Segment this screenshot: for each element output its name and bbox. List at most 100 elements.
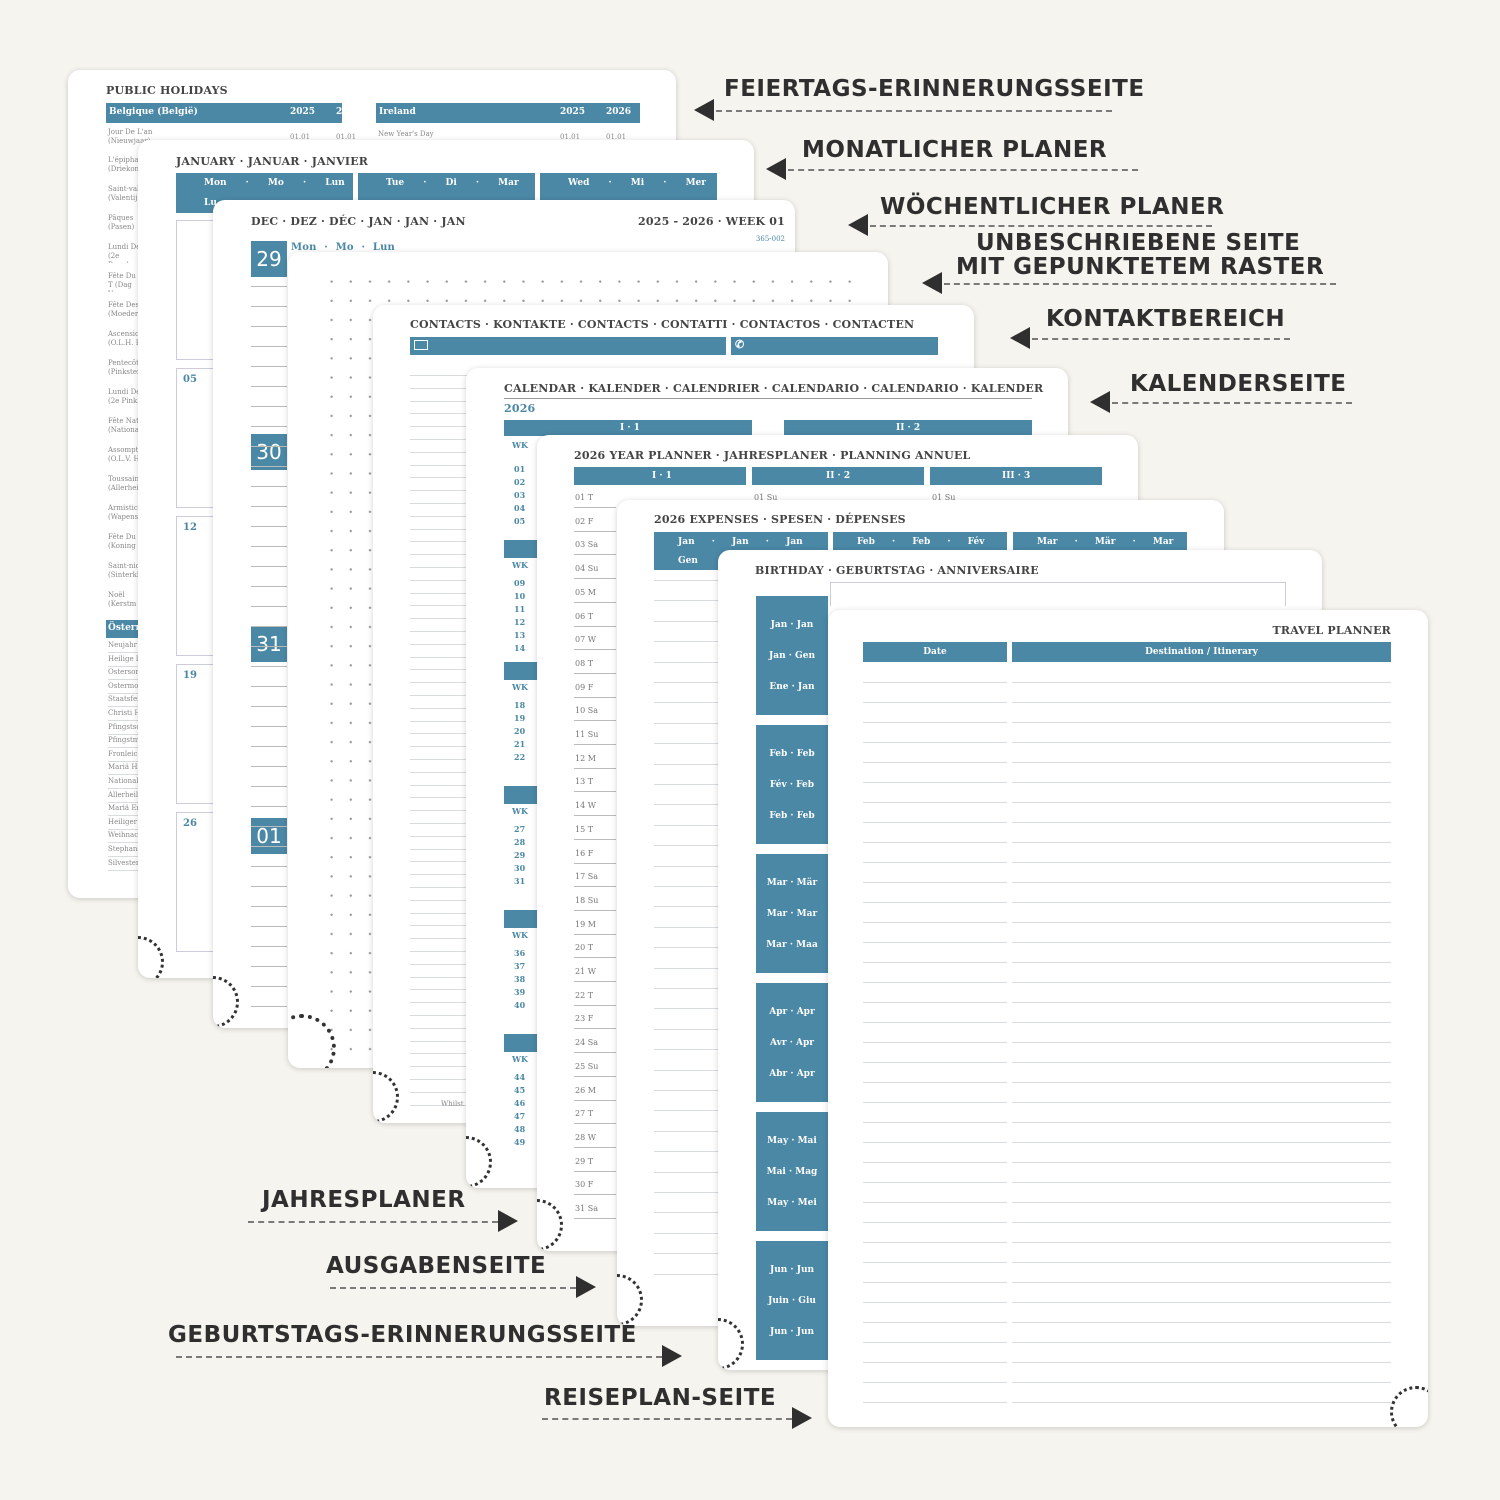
contact-line: [410, 707, 470, 709]
weekly-line: [251, 706, 287, 707]
travel-date-line: [863, 1142, 1007, 1143]
calendar-week-number: 47: [514, 1111, 526, 1121]
phone-icon: ✆: [735, 338, 745, 351]
yearplanner-row-line: [574, 886, 616, 888]
travel-dest-line: [1012, 1282, 1391, 1283]
yearplanner-row-line: [574, 625, 616, 627]
contact-line: [410, 618, 470, 620]
birthday-month-label: Jun · Jun: [769, 1265, 815, 1275]
calendar-wk-label: WK: [512, 440, 528, 450]
label-year-planner: JAHRESPLANER: [262, 1187, 466, 1213]
weekly-line: [251, 1006, 287, 1007]
yearplanner-day: 20 T: [575, 943, 594, 953]
yearplanner-day: 07 W: [575, 635, 596, 645]
holiday-name: Lundi De (2e Pink: [108, 388, 141, 405]
calendar-week-number: 27: [514, 824, 526, 834]
label-underline: [542, 1418, 792, 1420]
yearplanner-row-line: [574, 815, 616, 817]
label-underline: [330, 1287, 576, 1289]
birthday-month-label: Jun · Jun: [769, 1327, 815, 1337]
calendar-week-number: 21: [514, 739, 526, 749]
calendar-week-number: 45: [514, 1085, 526, 1095]
yearplanner-col-1: I · 1: [574, 467, 746, 485]
travel-date-line: [863, 1342, 1007, 1343]
contact-line: [410, 1091, 470, 1093]
yearplanner-row-line: [574, 601, 616, 603]
contact-line: [410, 887, 470, 888]
contact-line: [410, 605, 470, 607]
yearplanner-col-3-label: III · 3: [1002, 471, 1031, 481]
travel-date-line: [863, 1322, 1007, 1323]
monthly-week-26: 26: [183, 818, 197, 829]
expense-line: [654, 886, 718, 887]
weekly-line: [251, 286, 287, 287]
contact-line: [410, 874, 470, 876]
contact-line: [410, 695, 470, 696]
holiday-date-2026-left: 01.01: [336, 133, 357, 141]
yearplanner-row-line: [574, 838, 616, 840]
holiday-name: Ascensio (O.L.H. H: [108, 330, 142, 347]
birthday-month-label: Juin · Giu: [768, 1296, 816, 1306]
travel-dest-line: [1012, 1122, 1391, 1123]
expense-line: [654, 620, 718, 622]
weekly-line: [251, 606, 287, 607]
yearplanner-day: 05 M: [575, 587, 596, 597]
travel-dest-line: [1012, 1082, 1391, 1083]
travel-date-line: [863, 1402, 1007, 1403]
travel-date-line: [863, 1122, 1007, 1123]
yearplanner-day: 27 T: [575, 1109, 594, 1119]
travel-dest-line: [1012, 782, 1391, 783]
birthday-month-label: May · Mai: [767, 1136, 817, 1146]
birthday-month-block: Jun · Jun Juin · Giu Jun · Jun: [756, 1241, 828, 1360]
arrow-right-icon: [662, 1345, 682, 1367]
birthday-month-label: Mar · Maa: [766, 940, 818, 950]
label-underline: [788, 169, 1138, 171]
contact-line: [410, 579, 470, 581]
weekly-line: [251, 946, 287, 947]
travel-dest-line: [1012, 1162, 1391, 1163]
calendar-week-number: 49: [514, 1137, 526, 1147]
birthday-title: BIRTHDAY · GEBURTSTAG · ANNIVERSAIRE: [755, 564, 1039, 577]
holiday-name: Mariä Em: [108, 804, 140, 813]
yearplanner-row-line: [574, 507, 616, 508]
contact-line: [410, 823, 470, 824]
travel-dest-line: [1012, 962, 1391, 963]
calendar-week-number: 13: [514, 630, 526, 640]
travel-date-line: [863, 702, 1007, 703]
yearplanner-row-line: [574, 1099, 616, 1101]
yearplanner-row-line: [574, 1123, 616, 1125]
expenses-month-3-label: Mar · Mär · Mar: [1037, 537, 1174, 547]
weekly-line: [251, 646, 287, 647]
corner-dots: [288, 1014, 336, 1068]
row-divider: [108, 774, 140, 776]
holiday-name: Lundi De (2e Paasd: [108, 243, 141, 263]
travel-date-line: [863, 862, 1007, 863]
yearplanner-row-line: [574, 744, 616, 745]
country-name-austria: Österr: [108, 623, 141, 633]
yearplanner-day: 15 T: [575, 824, 594, 834]
contacts-title: CONTACTS · KONTAKTE · CONTACTS · CONTATT…: [410, 318, 915, 331]
travel-date-line: [863, 1362, 1007, 1363]
contact-line: [410, 746, 470, 748]
calendar-week-number: 29: [514, 850, 526, 860]
calendar-week-bar: [504, 662, 537, 680]
holiday-name: Fête Du T (Dag Van: [108, 272, 136, 292]
calendar-week-number: 11: [514, 604, 526, 614]
yearplanner-day: 06 T: [575, 611, 594, 621]
contacts-email-bar: [410, 337, 726, 355]
calendar-week-number: 31: [514, 876, 526, 886]
contact-line: [410, 669, 470, 671]
holiday-name: Toussain (Allerhei: [108, 475, 139, 492]
calendar-week-number: 14: [514, 643, 526, 653]
yearplanner-day: 01 T: [575, 493, 594, 502]
expense-line: [654, 1273, 718, 1275]
contact-line: [410, 951, 470, 952]
yearplanner-day: 31 Sa: [575, 1204, 598, 1213]
contact-line: [410, 375, 470, 376]
expense-line: [654, 804, 718, 806]
contact-line: [410, 1053, 470, 1055]
yearplanner-row-line: [574, 862, 616, 864]
holiday-name: Fronleich: [108, 749, 140, 758]
contact-line: [410, 503, 470, 504]
arrow-left-icon: [766, 158, 786, 180]
